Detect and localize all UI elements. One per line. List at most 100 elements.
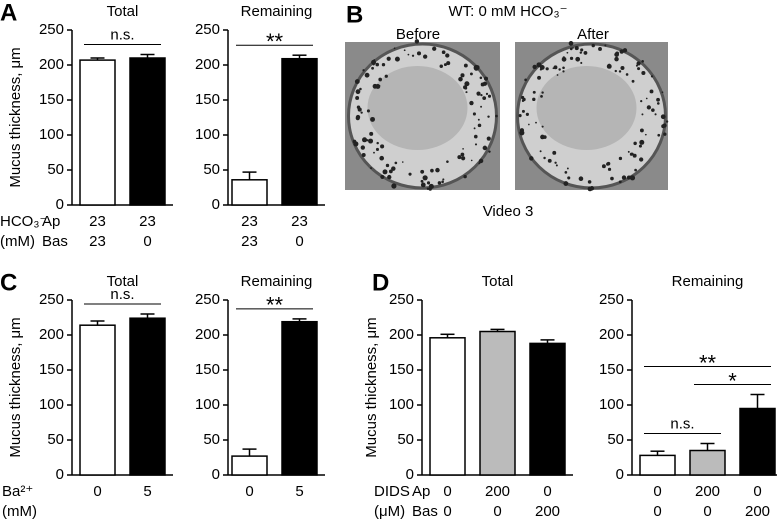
speck <box>487 94 492 98</box>
speck <box>575 56 581 62</box>
speck <box>391 166 396 171</box>
speck <box>572 47 574 49</box>
speck <box>426 181 431 185</box>
speck <box>463 85 468 90</box>
speck <box>420 179 424 183</box>
speck <box>649 89 654 94</box>
speck <box>379 155 385 161</box>
speck <box>633 141 637 146</box>
speck <box>391 183 397 189</box>
y-tick-label: 0 <box>212 466 220 483</box>
speck <box>477 123 482 128</box>
y-tick-label: 100 <box>195 126 220 143</box>
speck <box>354 79 360 84</box>
x-tick-label: 23 <box>89 213 106 230</box>
speck <box>562 66 565 70</box>
speck <box>574 46 579 51</box>
x-tick-label: 0 <box>493 503 501 520</box>
bar <box>429 337 466 476</box>
speck <box>414 39 420 44</box>
speck <box>378 77 383 82</box>
speck <box>375 147 379 151</box>
row-label: Bas <box>42 233 68 250</box>
speck <box>356 105 361 109</box>
speck <box>532 90 536 94</box>
speck <box>464 82 468 85</box>
row-label: Bas <box>412 503 438 520</box>
speck <box>644 133 647 136</box>
speck <box>635 64 638 67</box>
y-tick-label: 50 <box>203 431 220 448</box>
speck <box>614 69 617 73</box>
speck <box>619 49 624 54</box>
speck <box>369 131 374 136</box>
speck <box>426 187 430 190</box>
y-tick-label: 100 <box>389 396 414 413</box>
bar <box>129 57 166 206</box>
image-label: Before <box>396 26 440 43</box>
x-tick-label: 0 <box>245 483 253 500</box>
speck <box>372 83 378 89</box>
speck <box>639 157 644 162</box>
x-tick-label: 200 <box>745 503 770 520</box>
y-tick-label: 100 <box>599 396 624 413</box>
speck <box>370 167 373 170</box>
y-tick-label: 150 <box>599 361 624 378</box>
x-tick-label: 0 <box>143 233 151 250</box>
speck <box>632 153 637 158</box>
x-tick-label: 0 <box>543 483 551 500</box>
speck <box>472 112 476 116</box>
speck <box>420 169 425 174</box>
speck <box>407 53 410 56</box>
y-tick-label: 250 <box>39 21 64 38</box>
significance-label: n.s. <box>110 26 134 43</box>
speck <box>639 139 645 145</box>
speck <box>408 172 412 176</box>
speck <box>428 183 434 189</box>
speck <box>380 174 385 179</box>
speck <box>620 65 625 70</box>
speck <box>554 161 557 164</box>
speck <box>580 61 583 64</box>
speck <box>373 151 375 154</box>
speck <box>663 132 667 136</box>
speck <box>583 51 588 55</box>
y-tick-label: 200 <box>39 326 64 343</box>
row-label: (μM) <box>374 503 405 520</box>
row-label: Ap <box>412 483 430 500</box>
speck <box>482 81 488 86</box>
y-tick-label: 250 <box>195 291 220 308</box>
bar <box>231 455 268 476</box>
speck <box>562 70 565 73</box>
speck <box>521 109 525 113</box>
speck <box>562 56 566 59</box>
speck <box>394 56 400 62</box>
speck <box>646 105 652 110</box>
speck <box>618 70 622 73</box>
speck <box>463 174 467 179</box>
x-tick-label: 0 <box>703 503 711 520</box>
speck <box>604 44 607 47</box>
y-axis-label: Mucus thickness, μm <box>7 47 24 187</box>
row-label: (mM) <box>2 503 37 520</box>
speck <box>566 167 569 170</box>
speck <box>578 176 584 182</box>
significance-label: ** <box>266 293 284 318</box>
speck <box>621 175 627 180</box>
speck <box>645 97 648 100</box>
speck <box>423 54 428 59</box>
speck <box>460 152 465 157</box>
speck <box>443 63 447 67</box>
row-label: DIDS <box>374 483 410 500</box>
speck <box>579 51 583 54</box>
speck <box>355 96 360 100</box>
chart-title: Total <box>107 3 139 20</box>
speck <box>487 115 490 118</box>
y-tick-label: 150 <box>39 91 64 108</box>
significance-label: * <box>728 368 737 393</box>
speck <box>446 61 451 66</box>
speck <box>561 56 567 62</box>
speck <box>540 95 543 98</box>
speck <box>403 49 406 52</box>
